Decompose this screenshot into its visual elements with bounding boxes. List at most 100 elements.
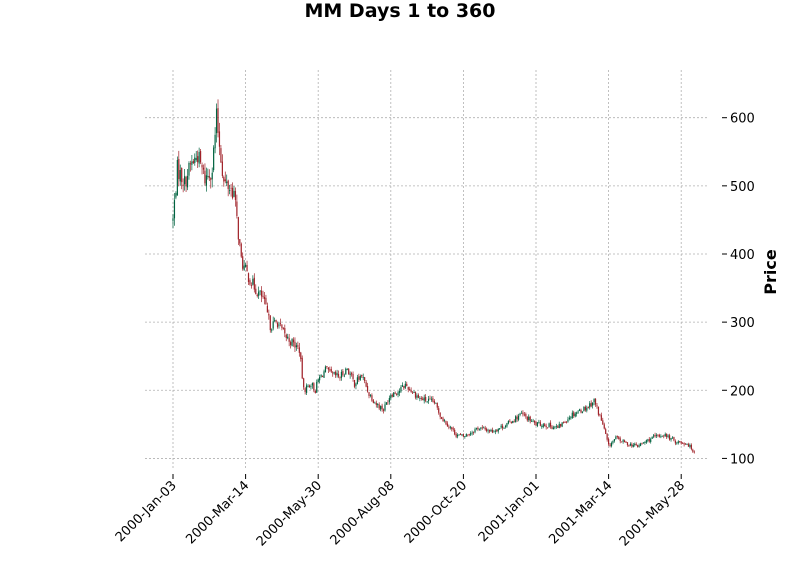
candle-body — [275, 320, 277, 323]
candle-body — [480, 427, 482, 429]
candle-body — [445, 420, 447, 425]
candle-body — [562, 422, 565, 423]
candle-body — [210, 178, 212, 180]
candle-body — [181, 167, 183, 183]
candle-body — [276, 323, 279, 328]
candle-body — [690, 445, 692, 450]
x-tick-label: 2001-Mar-14 — [546, 478, 615, 547]
candle-body — [619, 438, 621, 442]
candle-body — [400, 387, 402, 392]
candle-body — [517, 415, 520, 420]
candle-body — [449, 426, 451, 428]
candle-body — [319, 376, 321, 381]
candle-body — [336, 373, 338, 376]
candle-body — [308, 385, 311, 388]
candle-body — [637, 445, 639, 447]
candle-body — [653, 435, 655, 437]
candle-body — [468, 434, 470, 435]
candle-body — [391, 394, 393, 397]
candle-body — [258, 291, 260, 296]
candle-body — [682, 443, 684, 444]
candle-body — [455, 433, 457, 437]
candle-body — [176, 159, 178, 196]
candle-body — [549, 422, 552, 427]
candle-body — [414, 392, 417, 398]
candle-body — [350, 373, 353, 375]
candle-body — [657, 434, 659, 436]
candle-body — [304, 388, 306, 393]
candle-body — [536, 422, 539, 427]
candle-body — [512, 420, 514, 424]
candle-body — [481, 427, 483, 429]
candle-body — [377, 403, 379, 405]
candle-body — [629, 443, 631, 446]
candle-body — [253, 277, 255, 290]
candle-body — [615, 436, 617, 440]
candle-body — [335, 371, 337, 376]
candle-body — [195, 158, 197, 160]
candle-body — [493, 431, 495, 433]
candle-body — [329, 369, 331, 371]
candle-body — [677, 441, 679, 443]
candle-body — [287, 336, 289, 339]
candle-body — [684, 443, 687, 445]
candle-body — [486, 428, 488, 432]
candle-body — [411, 392, 414, 394]
grid-layer — [145, 70, 708, 470]
candle-body — [182, 184, 184, 186]
candle-body — [285, 334, 287, 338]
candle-body — [271, 329, 273, 331]
candle-body — [429, 398, 431, 400]
candle-body — [641, 443, 643, 445]
candle-body — [539, 422, 541, 426]
candle-body — [223, 177, 225, 182]
candle-body — [510, 421, 512, 424]
candle-body — [523, 414, 525, 416]
candle-body — [533, 420, 536, 423]
y-axis-label: Price — [761, 249, 780, 295]
candle-body — [602, 420, 604, 425]
candle-body — [461, 434, 463, 436]
candle-body — [519, 413, 521, 415]
candle-body — [307, 385, 309, 387]
candle-body — [436, 402, 438, 408]
candle-body — [438, 408, 440, 413]
candle-body — [255, 288, 257, 295]
candle-body — [500, 425, 502, 428]
candle-body — [278, 324, 280, 326]
candle-body — [425, 397, 427, 401]
candle-body — [192, 161, 194, 164]
candle-body — [593, 398, 595, 403]
candle-body — [616, 436, 618, 437]
y-tick-label: 600 — [730, 112, 755, 127]
candle-body — [654, 434, 656, 437]
candle-body — [608, 439, 610, 445]
candle-body — [221, 161, 223, 176]
candle-body — [631, 444, 633, 447]
candle-body — [644, 441, 646, 443]
candle-body — [494, 430, 496, 432]
candle-body — [265, 297, 267, 305]
candle-body — [292, 339, 295, 343]
candle-body — [374, 402, 376, 404]
candle-body — [580, 410, 582, 413]
candle-body — [326, 366, 328, 368]
candle-body — [666, 433, 668, 438]
candle-body — [605, 429, 607, 434]
candle-body — [263, 296, 266, 300]
candle-body — [199, 151, 202, 163]
candle-body — [340, 371, 343, 378]
candle-body — [349, 373, 351, 375]
candle-body — [525, 413, 527, 417]
candle-body — [230, 187, 232, 189]
candle-body — [204, 170, 206, 184]
candle-body — [456, 434, 459, 437]
candle-body — [236, 201, 238, 216]
candle-body — [592, 402, 594, 406]
candle-body — [242, 256, 244, 269]
candle-body — [664, 433, 666, 437]
candle-body — [205, 175, 207, 186]
candle-body — [597, 406, 600, 415]
candle-body — [667, 435, 669, 437]
candle-body — [443, 420, 446, 422]
